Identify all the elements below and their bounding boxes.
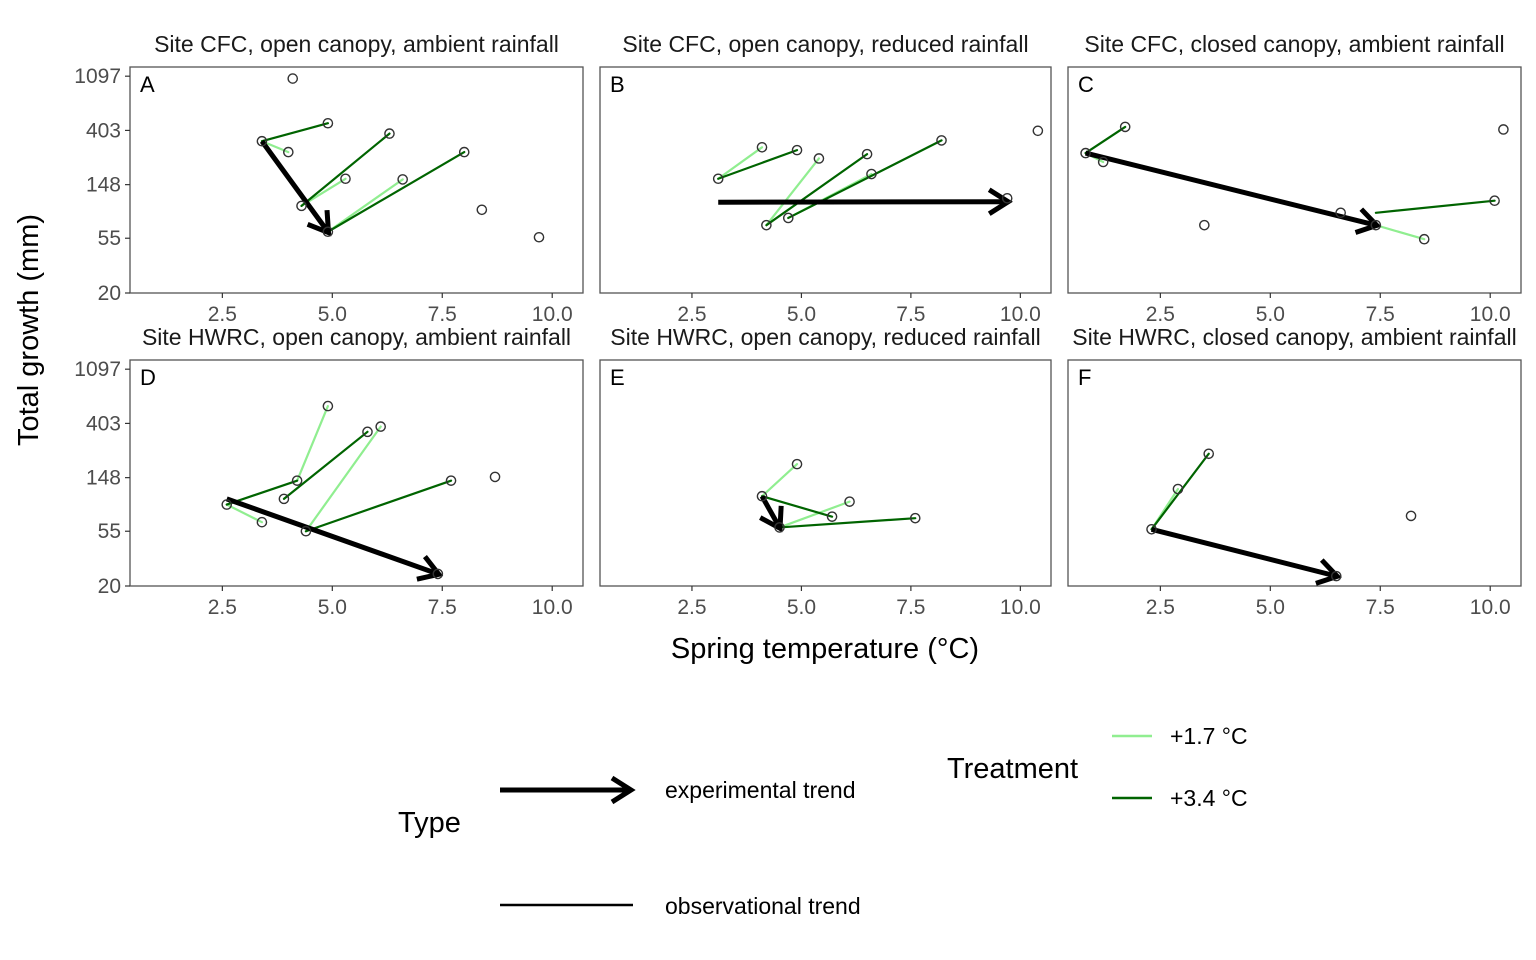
y-tick-label: 1097 [74,65,121,88]
panel-border [130,67,583,293]
panel-title: Site CFC, open canopy, reduced rainfall [622,31,1028,57]
legend-treatment-dark-label: +3.4 °C [1170,785,1248,811]
x-tick-label: 2.5 [1146,596,1175,619]
legend-type-observational-label: observational trend [665,893,861,919]
panel-letter: D [140,365,156,390]
y-tick-label: 403 [86,412,121,435]
panel-E: Site HWRC, open canopy, reduced rainfall… [600,324,1051,619]
panel-F: Site HWRC, closed canopy, ambient rainfa… [1068,324,1521,619]
x-tick-label: 7.5 [1366,596,1395,619]
y-tick-label: 20 [98,282,121,305]
panel-letter: E [610,365,625,390]
x-tick-label: 2.5 [677,303,706,326]
panel-border [130,360,583,586]
panel-letter: B [610,72,625,97]
x-tick-label: 2.5 [677,596,706,619]
x-tick-label: 7.5 [428,596,457,619]
x-tick-label: 2.5 [1146,303,1175,326]
panel-border [600,67,1051,293]
panel-border [600,360,1051,586]
x-tick-label: 10.0 [1470,303,1511,326]
y-tick-label: 55 [98,520,121,543]
panel-title: Site HWRC, open canopy, reduced rainfall [610,324,1040,350]
y-tick-label: 148 [86,174,121,197]
x-tick-label: 5.0 [318,303,347,326]
x-tick-label: 10.0 [532,596,573,619]
x-tick-label: 2.5 [208,303,237,326]
legend-type-experimental-label: experimental trend [665,777,856,803]
x-tick-label: 5.0 [318,596,347,619]
panel-B: Site CFC, open canopy, reduced rainfall B… [600,31,1051,326]
legend-type-title: Type [398,807,461,839]
panel-letter: A [140,72,155,97]
y-tick-label: 148 [86,467,121,490]
chart-panels: Site CFC, open canopy, ambient rainfall A… [74,31,1521,619]
panel-title: Site CFC, closed canopy, ambient rainfal… [1084,31,1504,57]
panel-border [1068,67,1521,293]
x-tick-label: 5.0 [1256,303,1285,326]
panel-letter: F [1078,365,1091,390]
panel-title: Site HWRC, open canopy, ambient rainfall [142,324,571,350]
x-tick-label: 7.5 [896,596,925,619]
x-tick-label: 5.0 [1256,596,1285,619]
panel-title: Site CFC, open canopy, ambient rainfall [154,31,559,57]
x-tick-label: 2.5 [208,596,237,619]
experimental-trend-arrow [718,202,1007,203]
legend-treatment-light-label: +1.7 °C [1170,723,1248,749]
x-tick-label: 5.0 [787,303,816,326]
panel-title: Site HWRC, closed canopy, ambient rainfa… [1072,324,1516,350]
panel-border [1068,360,1521,586]
panel-A: Site CFC, open canopy, ambient rainfall A… [74,31,583,326]
x-tick-label: 7.5 [1366,303,1395,326]
y-tick-label: 55 [98,227,121,250]
x-tick-label: 7.5 [896,303,925,326]
x-tick-label: 7.5 [428,303,457,326]
x-tick-label: 10.0 [1000,303,1041,326]
x-tick-label: 10.0 [1470,596,1511,619]
legend-type: Type experimental trend observational tr… [398,777,861,919]
y-tick-label: 20 [98,575,121,598]
panel-C: Site CFC, closed canopy, ambient rainfal… [1068,31,1521,326]
faceted-scatter-chart: Site CFC, open canopy, ambient rainfall A… [0,0,1536,960]
x-axis-label: Spring temperature (°C) [671,633,979,665]
x-tick-label: 5.0 [787,596,816,619]
y-tick-label: 1097 [74,358,121,381]
legend-treatment-title: Treatment [947,753,1078,785]
y-axis-label: Total growth (mm) [13,214,45,446]
legend-treatment: Treatment +1.7 °C +3.4 °C [947,723,1248,811]
x-tick-label: 10.0 [532,303,573,326]
panel-letter: C [1078,72,1094,97]
y-tick-label: 403 [86,119,121,142]
x-tick-label: 10.0 [1000,596,1041,619]
panel-D: Site HWRC, open canopy, ambient rainfall… [74,324,583,619]
